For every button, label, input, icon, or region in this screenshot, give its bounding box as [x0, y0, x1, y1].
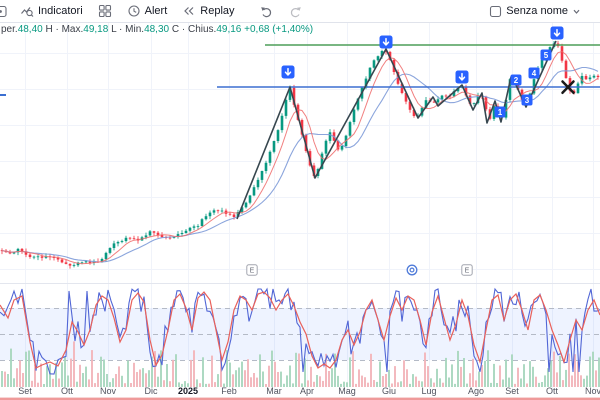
layout-name-label: Senza nome	[506, 5, 568, 17]
arrow-down-badge[interactable]	[550, 26, 564, 40]
x-mark[interactable]	[561, 80, 575, 95]
wave-count-badge-4[interactable]: 4	[528, 67, 540, 79]
wave-count-badge-2[interactable]: 2	[510, 74, 522, 86]
svg-text:5: 5	[544, 51, 549, 60]
legend-token: C · Chius.	[169, 24, 217, 35]
dividend-marker[interactable]	[406, 264, 418, 276]
legend-token: H · Max.	[42, 24, 84, 35]
axis-label-mag[interactable]: Mag	[338, 386, 356, 396]
undo-icon	[260, 7, 271, 18]
axis-label-dic[interactable]: Dic	[145, 386, 158, 396]
undo-button[interactable]	[257, 2, 277, 20]
alert-button[interactable]: Alert	[124, 2, 171, 20]
svg-text:E: E	[250, 268, 255, 275]
clipped-tool-icon[interactable]	[0, 4, 8, 19]
svg-text:E: E	[465, 268, 470, 275]
wave-count-badge-5[interactable]: 5	[540, 49, 552, 61]
svg-text:3: 3	[525, 96, 530, 105]
arrow-down-badge[interactable]	[455, 70, 469, 84]
templates-button[interactable]	[95, 2, 115, 20]
indicators-button[interactable]: Indicatori	[17, 2, 86, 20]
axis-label-lug[interactable]: Lug	[421, 386, 436, 396]
wave-count-badge-1[interactable]: 1	[494, 106, 506, 118]
history-controls	[257, 2, 305, 20]
legend-token: 49,16	[216, 24, 242, 35]
axis-label-ott[interactable]: Ott	[61, 386, 74, 396]
save-layout-button[interactable]: Senza nome	[486, 3, 584, 20]
top-toolbar: Indicatori Alert	[0, 0, 600, 23]
indicators-icon	[21, 7, 34, 17]
replay-button[interactable]: Replay	[179, 2, 237, 20]
legend-token: L · Min.	[108, 24, 145, 35]
arrow-down-badge[interactable]	[379, 35, 393, 49]
axis-label-feb[interactable]: Feb	[221, 386, 237, 396]
axis-label-set[interactable]: Set	[18, 386, 32, 396]
indicators-label: Indicatori	[38, 5, 83, 17]
legend-token: 48,30	[144, 24, 170, 35]
replay-label: Replay	[200, 5, 235, 17]
arrow-down-badge[interactable]	[281, 65, 295, 79]
legend-token: 49,18	[83, 24, 109, 35]
toolbar-right-group: Senza nome	[486, 3, 600, 20]
legend-token: +0,68 (+1,40%)	[241, 24, 314, 35]
svg-text:4: 4	[532, 69, 537, 78]
stoch-k-line[interactable]	[0, 287, 600, 375]
axis-label-nov[interactable]: Nov	[100, 386, 117, 396]
wave-count-badge-3[interactable]: 3	[521, 94, 533, 106]
layout-grid-icon	[98, 4, 111, 18]
axis-label-apr[interactable]: Apr	[300, 386, 314, 396]
ma-slow-line[interactable]	[1, 66, 599, 263]
alert-label: Alert	[144, 5, 168, 17]
axis-label-mar[interactable]: Mar	[266, 386, 282, 396]
legend-token: 48,40	[17, 24, 43, 35]
bottom-strip	[0, 397, 600, 400]
earnings-marker[interactable]: E	[246, 264, 258, 276]
candles-group	[0, 40, 600, 269]
replay-icon	[184, 7, 194, 15]
chevron-down-icon	[573, 9, 580, 14]
axis-label-giu[interactable]: Giu	[382, 386, 396, 396]
toolbar-left-group: Indicatori Alert	[0, 2, 305, 20]
checkbox-icon	[490, 5, 502, 17]
axis-label-ago[interactable]: Ago	[468, 386, 484, 396]
axis-label-nov[interactable]: Nov	[585, 386, 600, 396]
svg-text:2: 2	[514, 76, 519, 85]
svg-text:1: 1	[498, 108, 503, 117]
volume-bars-group	[1, 341, 600, 387]
legend-token: per.	[1, 24, 18, 35]
alert-clock-icon	[128, 5, 140, 17]
redo-button[interactable]	[285, 2, 305, 20]
interval-icon	[0, 5, 7, 17]
axis-label-2025[interactable]: 2025	[178, 386, 198, 396]
redo-icon	[290, 7, 301, 18]
ma-fast-line[interactable]	[1, 50, 599, 265]
stoch-d-line[interactable]	[0, 291, 600, 369]
axis-label-set[interactable]: Set	[505, 386, 519, 396]
axis-label-ott[interactable]: Ott	[546, 386, 559, 396]
ohlc-legend: per.48,40 H · Max.49,18 L · Min.48,30 C …	[1, 24, 313, 35]
earnings-marker[interactable]: E	[461, 264, 473, 276]
